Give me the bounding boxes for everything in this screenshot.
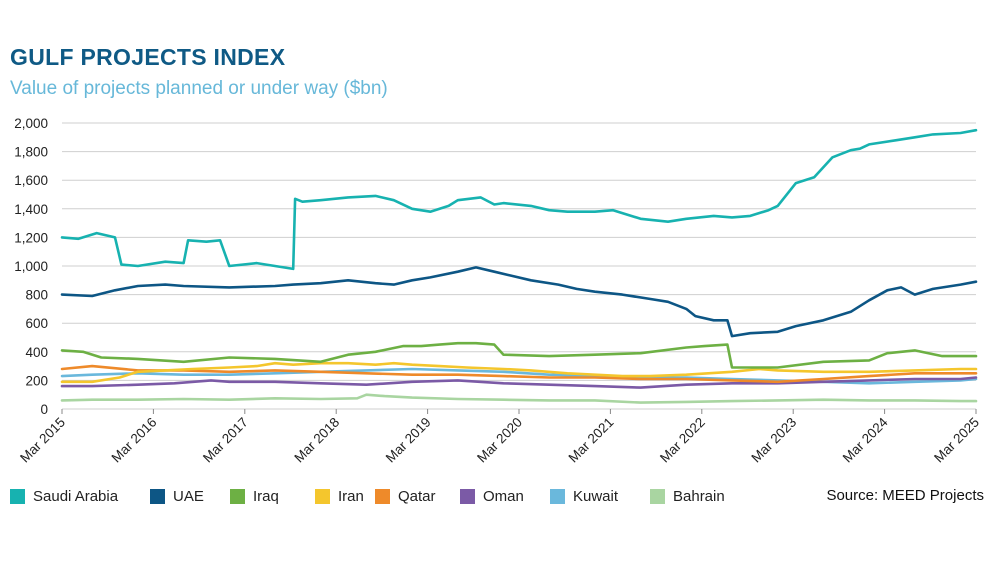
series-line-kuwait [60,367,978,385]
legend-label: Qatar [398,487,436,505]
legend-swatch [460,488,475,504]
legend-swatch [150,488,165,504]
y-tick-label: 1,000 [14,259,48,274]
legend-item-iraq: Iraq [230,484,279,508]
y-axis-ticks: 0 200 400 600 800 1,000 1,200 1,400 1,600 1,800 2,… [14,116,48,417]
legend-swatch [375,488,390,504]
y-tick-label: 2,000 [14,116,48,131]
legend-label: Iran [338,487,364,505]
legend-item-qatar: Qatar [375,484,436,508]
series-line-saudi-arabia [60,128,978,271]
legend-label: Bahrain [673,487,725,505]
legend-label: Oman [483,487,524,505]
legend-item-iran: Iran [315,484,364,508]
legend-label: Saudi Arabia [33,487,119,505]
x-tick-label: Mar 2016 [109,415,160,466]
x-tick-label: Mar 2022 [657,415,708,466]
series-line-oman [60,376,978,389]
legend-label: Kuwait [573,487,619,505]
chart-subtitle: Value of projects planned or under way (… [10,78,388,99]
series-line-uae [60,266,978,338]
source-note: Source: MEED Projects [826,487,984,504]
x-tick-label: Mar 2019 [383,415,434,466]
legend-item-oman: Oman [460,484,524,508]
legend-label: Iraq [253,487,279,505]
legend-item-bahrain: Bahrain [650,484,725,508]
chart-title: GULF PROJECTS INDEX [10,44,286,70]
legend-swatch [230,488,245,504]
x-tick-label: Mar 2020 [474,415,525,466]
series-line-qatar [60,364,978,384]
x-tick-label: Mar 2024 [840,414,891,465]
x-axis-ticks: Mar 2015 Mar 2016 Mar 2017 Mar 2018 Mar 2019… [17,409,982,465]
legend-item-saudi-arabia: Saudi Arabia [10,484,118,508]
series-line-iran [60,361,978,384]
legend-swatch [315,488,330,504]
y-tick-label: 1,400 [14,202,48,217]
y-tick-label: 400 [25,345,48,360]
y-tick-label: 1,800 [14,145,48,160]
x-tick-label: Mar 2023 [748,415,799,466]
y-tick-label: 800 [25,288,48,303]
legend: Saudi Arabia UAE Iraq Iran Qatar Oman Kuwait Ba… [10,484,830,508]
x-tick-label: Mar 2017 [200,415,251,466]
y-tick-label: 200 [25,373,48,388]
y-tick-label: 1,600 [14,173,48,188]
series-line-iraq [60,341,978,369]
x-tick-label: Mar 2015 [17,415,68,466]
legend-swatch [550,488,565,504]
x-tick-label: Mar 2018 [291,415,342,466]
y-tick-label: 0 [40,402,48,417]
legend-swatch [10,488,25,504]
x-tick-label: Mar 2025 [931,415,982,466]
legend-item-kuwait: Kuwait [550,484,618,508]
gridlines [62,122,976,410]
legend-label: UAE [173,487,204,505]
series-line-bahrain [60,393,978,404]
x-tick-label: Mar 2021 [566,415,617,466]
series-lines [60,128,978,404]
y-tick-label: 1,200 [14,230,48,245]
legend-item-uae: UAE [150,484,204,508]
y-tick-label: 600 [25,316,48,331]
legend-swatch [650,488,665,504]
